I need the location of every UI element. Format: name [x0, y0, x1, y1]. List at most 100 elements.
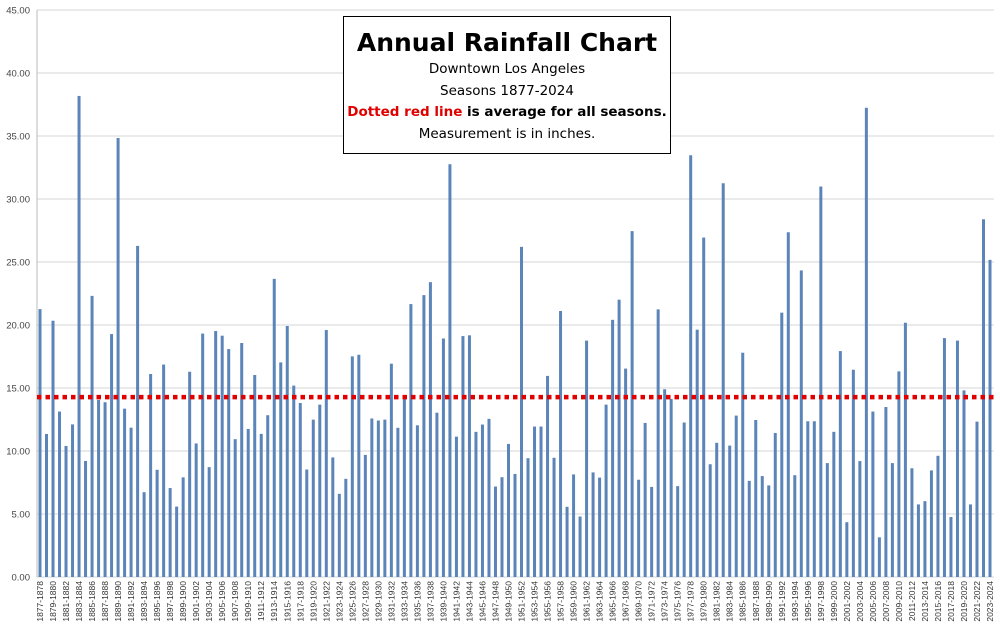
x-tick-label: 1887-1888 — [100, 581, 110, 622]
bar — [155, 469, 159, 577]
x-axis-tick-labels: 1877-1878 1879-1880 1881-1882 1883-1884 1885… — [35, 581, 995, 622]
x-tick-label: 1953-1954 — [530, 581, 540, 622]
bar — [175, 506, 179, 577]
bar — [415, 425, 419, 577]
bar — [162, 364, 166, 577]
x-tick-label: 1895-1896 — [152, 581, 162, 622]
bar — [526, 458, 530, 577]
bar — [617, 299, 621, 577]
bar — [129, 427, 133, 577]
bar — [910, 468, 914, 577]
bar — [168, 488, 172, 577]
bar — [897, 371, 901, 577]
x-tick-label: 1981-1982 — [712, 581, 722, 622]
bar — [656, 309, 660, 577]
y-tick-label: 25.00 — [6, 258, 30, 269]
bar — [84, 460, 88, 577]
bar — [51, 320, 55, 577]
x-tick-label: 1911-1912 — [256, 581, 266, 621]
bar — [240, 343, 244, 577]
bar — [253, 375, 257, 577]
y-tick-label: 30.00 — [6, 195, 30, 206]
bar — [149, 374, 153, 577]
bar — [604, 404, 608, 577]
bar — [832, 431, 836, 577]
x-tick-label: 1901-1902 — [191, 581, 201, 622]
x-tick-label: 1897-1898 — [165, 581, 175, 622]
bar — [344, 478, 348, 577]
bar — [734, 415, 738, 577]
x-tick-label: 1965-1966 — [608, 581, 618, 622]
bar — [311, 419, 315, 577]
bar — [929, 470, 933, 577]
bar — [819, 186, 823, 577]
x-tick-label: 1999-2000 — [829, 581, 839, 622]
bar — [851, 369, 855, 577]
x-tick-label: 1935-1936 — [412, 581, 422, 622]
bar — [643, 422, 647, 577]
measurement-note: Measurement is in inches. — [418, 125, 596, 142]
x-tick-label: 1891-1892 — [126, 581, 136, 622]
x-tick-label: 1879-1880 — [48, 581, 58, 622]
bar — [305, 469, 309, 577]
bar — [428, 282, 432, 577]
bar — [942, 338, 946, 577]
bar — [903, 322, 907, 577]
y-axis-tick-labels: 0.00 5.00 10.00 15.00 20.00 25.00 30.00 35.00 40… — [6, 6, 30, 584]
bar — [955, 340, 959, 577]
bar — [689, 155, 693, 577]
x-tick-label: 1985-1986 — [738, 581, 748, 622]
x-tick-label: 1951-1952 — [517, 581, 527, 622]
bar — [578, 516, 582, 577]
bar — [962, 390, 966, 577]
y-tick-label: 45.00 — [6, 6, 30, 17]
x-tick-label: 2009-2010 — [894, 581, 904, 622]
bar — [461, 336, 465, 577]
bar — [975, 421, 979, 577]
bar — [350, 356, 354, 577]
x-tick-label: 1973-1974 — [660, 581, 670, 622]
x-tick-label: 1885-1886 — [87, 581, 97, 622]
bar — [559, 311, 563, 577]
bar — [780, 312, 784, 577]
bar — [337, 493, 341, 577]
bar — [708, 464, 712, 577]
bar — [448, 164, 452, 577]
bar — [201, 333, 205, 577]
x-tick-label: 2019-2020 — [959, 581, 969, 622]
x-tick-label: 1987-1988 — [751, 581, 761, 622]
bar — [786, 232, 790, 577]
bar — [741, 352, 745, 577]
bar — [754, 420, 758, 577]
x-tick-label: 1925-1926 — [347, 581, 357, 622]
bar — [728, 445, 732, 577]
bar — [142, 492, 146, 577]
x-tick-label: 2003-2004 — [855, 581, 865, 622]
bar — [396, 427, 400, 577]
x-tick-label: 1963-1964 — [595, 581, 605, 622]
x-tick-label: 1927-1928 — [360, 581, 370, 622]
bar — [370, 418, 374, 577]
bar — [97, 399, 101, 577]
bar — [864, 107, 868, 577]
bar — [513, 473, 517, 577]
bar — [767, 485, 771, 577]
bar — [376, 420, 380, 577]
bar — [884, 407, 888, 577]
bar — [877, 537, 881, 577]
bar — [650, 486, 654, 577]
bar — [181, 477, 185, 577]
bar — [103, 402, 107, 577]
x-tick-label: 1957-1958 — [556, 581, 566, 622]
x-tick-label: 1943-1944 — [464, 581, 474, 622]
bar — [409, 304, 413, 577]
bar — [630, 231, 634, 577]
x-tick-label: 1893-1894 — [139, 581, 149, 622]
x-tick-label: 1929-1930 — [373, 581, 383, 622]
bar — [669, 398, 673, 577]
x-tick-label: 1983-1984 — [725, 581, 735, 622]
bar — [480, 424, 484, 577]
bar — [611, 319, 615, 577]
bar — [292, 385, 296, 577]
average-note-rest: is average for all seasons. — [462, 104, 667, 120]
